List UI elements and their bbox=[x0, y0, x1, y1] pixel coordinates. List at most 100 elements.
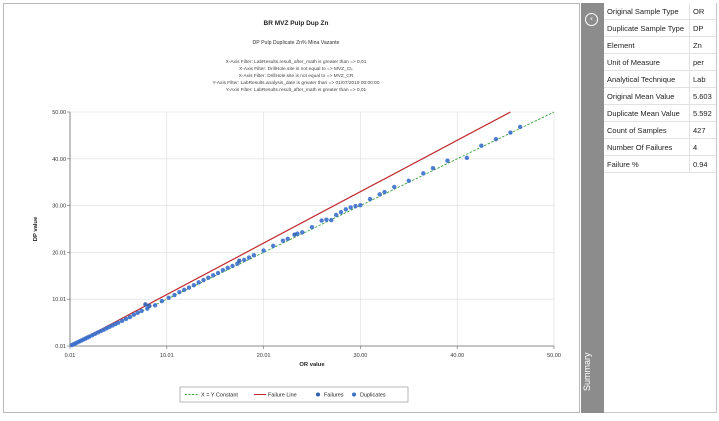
y-tick-label: 30.00 bbox=[52, 204, 66, 210]
duplicate-point bbox=[131, 312, 137, 317]
duplicate-point bbox=[445, 158, 450, 163]
duplicate-point bbox=[464, 155, 470, 161]
x-tick-label: 40.00 bbox=[450, 353, 464, 359]
duplicate-point bbox=[139, 308, 144, 314]
summary-key: Original Sample Type bbox=[604, 3, 690, 20]
duplicate-point bbox=[206, 275, 211, 280]
duplicate-point bbox=[201, 277, 206, 283]
duplicate-point bbox=[358, 202, 363, 208]
summary-value: DP bbox=[689, 19, 716, 37]
duplicate-point bbox=[392, 184, 397, 190]
duplicate-point bbox=[152, 303, 158, 308]
duplicate-point bbox=[230, 263, 235, 269]
summary-key: Element bbox=[604, 36, 690, 54]
failure-line bbox=[69, 111, 511, 347]
summary-value: Zn bbox=[689, 36, 716, 54]
duplicate-point bbox=[309, 224, 315, 230]
duplicate-point bbox=[493, 136, 499, 142]
duplicate-point bbox=[508, 130, 513, 135]
chevron-left-circle-icon[interactable]: ‹ bbox=[585, 13, 598, 26]
summary-row: Failure % 0.94 bbox=[604, 155, 716, 173]
summary-row: Duplicate Sample Type DP bbox=[604, 19, 716, 37]
duplicate-point bbox=[421, 171, 426, 176]
duplicate-point bbox=[220, 268, 226, 273]
summary-key: Unit of Measure bbox=[604, 53, 690, 71]
data-points bbox=[69, 124, 523, 348]
summary-table: Original Sample Type OR Duplicate Sample T… bbox=[604, 3, 716, 173]
summary-value: 5.603 bbox=[689, 87, 716, 105]
duplicate-point bbox=[225, 265, 230, 271]
duplicate-point bbox=[348, 205, 353, 210]
duplicate-point bbox=[479, 143, 484, 148]
duplicate-point bbox=[119, 318, 125, 323]
y-tick-label: 40.00 bbox=[52, 157, 66, 163]
duplicate-point bbox=[324, 217, 329, 222]
duplicate-point bbox=[246, 255, 252, 260]
duplicate-point bbox=[181, 287, 187, 293]
failure-point bbox=[292, 232, 297, 237]
summary-key: Failure % bbox=[604, 155, 690, 173]
summary-value: OR bbox=[689, 3, 716, 20]
legend-xy-label: X = Y Constant bbox=[201, 393, 238, 399]
summary-key: Original Mean Value bbox=[604, 87, 690, 105]
y-tick-label: 0.01 bbox=[55, 344, 66, 350]
summary-value: 0.94 bbox=[689, 155, 716, 173]
summary-key: Analytical Technique bbox=[604, 70, 690, 88]
chart-panel: BR MVZ Pulp Dup Zn DP Pulp Duplicate Zn%… bbox=[3, 3, 580, 413]
duplicate-point bbox=[300, 230, 305, 235]
summary-row: Original Sample Type OR bbox=[604, 3, 716, 20]
summary-key: Number Of Failures bbox=[604, 138, 690, 156]
y-tick-label: 50.00 bbox=[52, 110, 66, 116]
x-axis-label: OR value bbox=[299, 362, 325, 368]
y-tick-label: 10.01 bbox=[52, 297, 66, 303]
failure-point bbox=[147, 303, 152, 308]
duplicate-point bbox=[215, 270, 221, 276]
summary-row: Element Zn bbox=[604, 36, 716, 54]
summary-row: Unit of Measure per bbox=[604, 53, 716, 71]
summary-strip[interactable]: ‹ Summary bbox=[581, 3, 604, 413]
filter-line-2: X-Axis Filter: DrillHole.site is not equ… bbox=[239, 66, 353, 72]
summary-value: 427 bbox=[689, 121, 716, 139]
axes bbox=[69, 112, 554, 347]
x-tick-label: 10.01 bbox=[160, 353, 174, 359]
grid bbox=[70, 111, 555, 346]
duplicate-point bbox=[367, 196, 373, 202]
failure-point bbox=[237, 258, 242, 264]
legend-duplicates-label: Duplicates bbox=[360, 393, 386, 399]
duplicate-point bbox=[196, 280, 201, 285]
legend-failure-line-label: Failure Line bbox=[268, 393, 297, 399]
duplicate-point bbox=[123, 316, 129, 322]
duplicate-point bbox=[186, 285, 192, 290]
legend-failures-label: Failures bbox=[324, 393, 344, 399]
failure-point bbox=[143, 302, 148, 307]
y-tick-labels: 0.01 10.01 20.01 30.00 40.00 50.00 bbox=[52, 110, 70, 350]
duplicate-point bbox=[261, 248, 266, 253]
duplicate-point bbox=[191, 282, 197, 288]
duplicate-point bbox=[172, 292, 177, 298]
summary-value: 4 bbox=[689, 138, 716, 156]
duplicate-point bbox=[329, 217, 334, 223]
filter-line-3: X-Axis Filter: DrillHole.site is not equ… bbox=[239, 73, 354, 79]
duplicate-point bbox=[159, 298, 165, 304]
summary-value: Lab bbox=[689, 70, 716, 88]
y-axis-label: DP value bbox=[33, 216, 39, 241]
scatter-chart: BR MVZ Pulp Dup Zn DP Pulp Duplicate Zn%… bbox=[33, 20, 561, 403]
duplicate-point bbox=[210, 273, 216, 278]
duplicate-point bbox=[116, 320, 121, 325]
duplicate-point bbox=[285, 236, 290, 242]
summary-row: Count of Samples 427 bbox=[604, 121, 716, 139]
filter-line-4: Y-Axis Filter: LabResults.analysis_date … bbox=[212, 80, 379, 86]
duplicate-point bbox=[333, 212, 339, 218]
duplicate-point bbox=[251, 253, 257, 258]
summary-panel: Original Sample Type OR Duplicate Sample T… bbox=[604, 3, 717, 413]
duplicate-point bbox=[377, 192, 382, 197]
filter-line-1: X-Axis Filter: LabResults.result_after_m… bbox=[226, 59, 367, 65]
duplicate-point bbox=[517, 124, 523, 130]
duplicate-point bbox=[353, 203, 358, 209]
legend: X = Y Constant Failure Line Failures Dup… bbox=[179, 386, 409, 403]
chart-subtitle: DP Pulp Duplicate Zn% Mina Vazante bbox=[253, 40, 340, 46]
summary-row: Original Mean Value 5.603 bbox=[604, 87, 716, 105]
summary-key: Count of Samples bbox=[604, 121, 690, 139]
summary-row: Duplicate Mean Value 5.592 bbox=[604, 104, 716, 122]
x-tick-labels: 0.01 10.01 20.01 30.00 40.00 50.00 bbox=[65, 346, 561, 359]
